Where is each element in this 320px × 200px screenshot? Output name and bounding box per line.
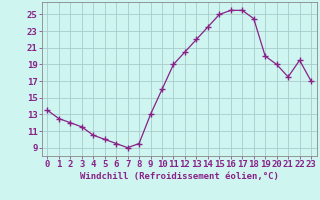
- X-axis label: Windchill (Refroidissement éolien,°C): Windchill (Refroidissement éolien,°C): [80, 172, 279, 181]
